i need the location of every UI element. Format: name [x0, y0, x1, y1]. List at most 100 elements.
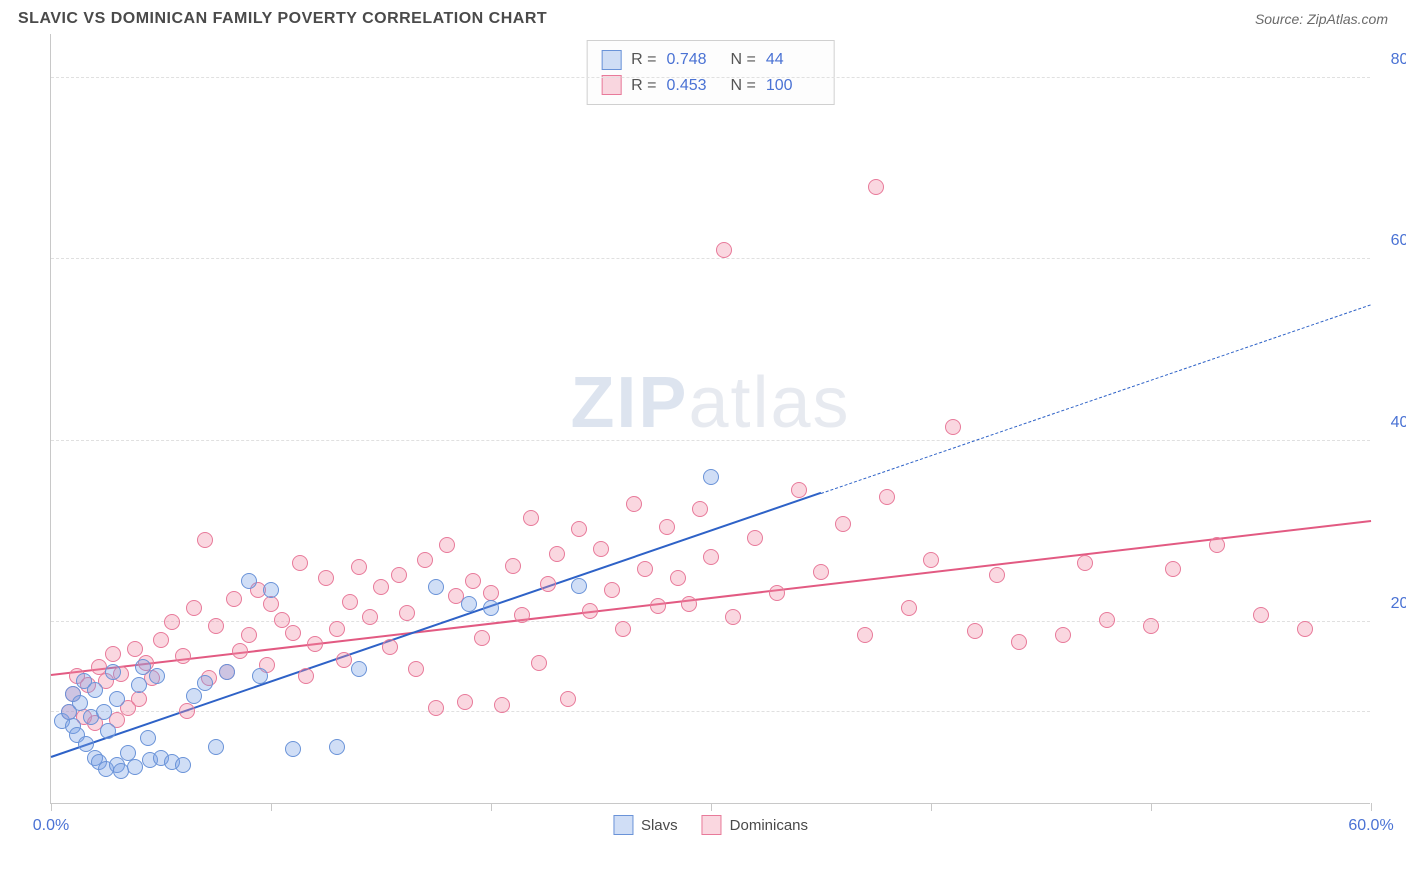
gridline [51, 258, 1370, 259]
gridline [51, 621, 1370, 622]
data-point [626, 496, 642, 512]
data-point [465, 573, 481, 589]
data-point [336, 652, 352, 668]
data-point [461, 596, 477, 612]
data-point [523, 510, 539, 526]
data-point [1165, 561, 1181, 577]
data-point [72, 695, 88, 711]
data-point [428, 700, 444, 716]
data-point [439, 537, 455, 553]
data-point [593, 541, 609, 557]
data-point [87, 682, 103, 698]
data-point [329, 621, 345, 637]
data-point [1077, 555, 1093, 571]
data-point [494, 697, 510, 713]
r-value-slavs: 0.748 [667, 47, 721, 73]
data-point [208, 618, 224, 634]
data-point [263, 582, 279, 598]
series-legend: Slavs Dominicans [613, 815, 808, 835]
data-point [1253, 607, 1269, 623]
chart-title: SLAVIC VS DOMINICAN FAMILY POVERTY CORRE… [18, 10, 547, 28]
data-point [681, 596, 697, 612]
trend-line [821, 304, 1371, 494]
swatch-slavs [601, 50, 621, 70]
source-label: Source: ZipAtlas.com [1255, 11, 1388, 27]
data-point [382, 639, 398, 655]
data-point [298, 668, 314, 684]
data-point [100, 723, 116, 739]
data-point [408, 661, 424, 677]
x-tick-label: 0.0% [33, 817, 69, 835]
data-point [105, 646, 121, 662]
data-point [252, 668, 268, 684]
data-point [703, 549, 719, 565]
data-point [318, 570, 334, 586]
data-point [540, 576, 556, 592]
data-point [857, 627, 873, 643]
data-point [428, 579, 444, 595]
data-point [1143, 618, 1159, 634]
data-point [747, 530, 763, 546]
data-point [153, 632, 169, 648]
data-point [868, 179, 884, 195]
data-point [505, 558, 521, 574]
x-tick [1371, 803, 1372, 811]
data-point [307, 636, 323, 652]
x-tick [931, 803, 932, 811]
data-point [241, 627, 257, 643]
x-tick [271, 803, 272, 811]
data-point [725, 609, 741, 625]
data-point [1099, 612, 1115, 628]
data-point [219, 664, 235, 680]
legend-row-slavs: R = 0.748 N = 44 [601, 47, 820, 73]
data-point [362, 609, 378, 625]
data-point [241, 573, 257, 589]
data-point [208, 739, 224, 755]
data-point [197, 675, 213, 691]
data-point [127, 759, 143, 775]
y-tick-label: 80.0% [1391, 51, 1406, 69]
data-point [835, 516, 851, 532]
y-tick-label: 20.0% [1391, 595, 1406, 613]
scatter-plot: ZIPatlas R = 0.748 N = 44 R = 0.453 N = … [50, 34, 1370, 804]
data-point [285, 741, 301, 757]
data-point [582, 603, 598, 619]
data-point [285, 625, 301, 641]
data-point [292, 555, 308, 571]
swatch-slavs-icon [613, 815, 633, 835]
data-point [226, 591, 242, 607]
data-point [373, 579, 389, 595]
data-point [670, 570, 686, 586]
data-point [175, 648, 191, 664]
data-point [901, 600, 917, 616]
legend-item-dominicans: Dominicans [702, 815, 808, 835]
data-point [197, 532, 213, 548]
data-point [140, 730, 156, 746]
data-point [351, 661, 367, 677]
gridline [51, 440, 1370, 441]
data-point [989, 567, 1005, 583]
data-point [232, 643, 248, 659]
data-point [1297, 621, 1313, 637]
data-point [615, 621, 631, 637]
data-point [105, 664, 121, 680]
swatch-dominicans [601, 75, 621, 95]
data-point [1209, 537, 1225, 553]
data-point [96, 704, 112, 720]
watermark: ZIPatlas [570, 362, 850, 444]
data-point [391, 567, 407, 583]
data-point [1055, 627, 1071, 643]
data-point [571, 521, 587, 537]
data-point [399, 605, 415, 621]
x-tick [711, 803, 712, 811]
y-tick-label: 60.0% [1391, 232, 1406, 250]
data-point [967, 623, 983, 639]
data-point [560, 691, 576, 707]
data-point [531, 655, 547, 671]
swatch-dominicans-icon [702, 815, 722, 835]
x-tick [491, 803, 492, 811]
data-point [813, 564, 829, 580]
data-point [549, 546, 565, 562]
data-point [637, 561, 653, 577]
data-point [571, 578, 587, 594]
